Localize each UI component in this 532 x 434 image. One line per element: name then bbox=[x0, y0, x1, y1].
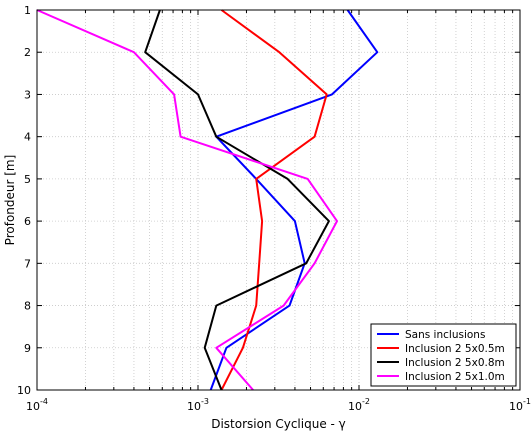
y-tick-label: 5 bbox=[24, 173, 31, 186]
series-line-3 bbox=[144, 9, 330, 391]
series-line-4 bbox=[36, 9, 338, 391]
legend-label: Sans inclusions bbox=[405, 329, 485, 341]
y-tick-label: 3 bbox=[24, 88, 31, 101]
series-lines bbox=[36, 9, 379, 391]
legend-label: Inclusion 2 5x0.8m bbox=[405, 357, 505, 369]
legend-label: Inclusion 2 5x0.5m bbox=[405, 343, 505, 355]
y-tick-label: 10 bbox=[17, 384, 31, 397]
series-line-1 bbox=[209, 9, 379, 391]
x-tick-label: 10-2 bbox=[348, 397, 370, 413]
axis-ticks: 10-4 10-3 10-2 10-1 1 2 3 4 5 6 7 8 9 10 bbox=[17, 4, 531, 413]
y-tick-label: 6 bbox=[24, 215, 31, 228]
y-tick-label: 4 bbox=[24, 131, 31, 144]
y-tick-label: 7 bbox=[24, 257, 31, 270]
plot-frame bbox=[36, 9, 521, 391]
y-tick-label: 1 bbox=[24, 4, 31, 17]
legend-label: Inclusion 2 5x1.0m bbox=[405, 371, 505, 383]
y-tick-label: 2 bbox=[24, 46, 31, 59]
x-tick-label: 10-4 bbox=[26, 397, 48, 413]
x-tick-label: 10-3 bbox=[187, 397, 209, 413]
grid-lines bbox=[37, 10, 520, 390]
x-tick-label: 10-1 bbox=[509, 397, 531, 413]
x-axis-label: Distorsion Cyclique - γ bbox=[211, 417, 346, 431]
legend: Sans inclusions Inclusion 2 5x0.5m Inclusi… bbox=[370, 323, 517, 387]
y-tick-label: 8 bbox=[24, 300, 31, 313]
y-axis-label: Profondeur [m] bbox=[3, 155, 17, 246]
y-tick-label: 9 bbox=[24, 342, 31, 355]
